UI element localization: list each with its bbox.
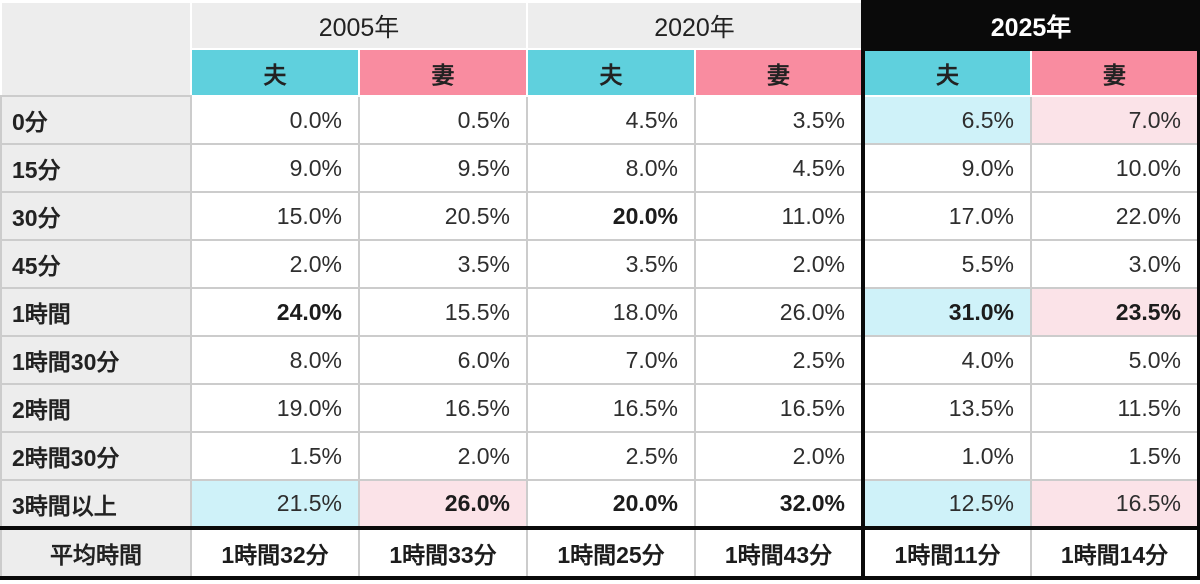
value-cell: 9.0% bbox=[861, 143, 1032, 193]
wife-header: 妻 bbox=[1030, 48, 1200, 97]
table-row: 30分 15.0% 20.5% 20.0% 11.0% 17.0% 22.0% bbox=[0, 191, 1200, 241]
average-cell: 1時間43分 bbox=[694, 526, 864, 580]
value-cell: 22.0% bbox=[1030, 191, 1200, 241]
value-cell: 3.5% bbox=[694, 95, 864, 145]
value-cell: 2.5% bbox=[526, 431, 696, 481]
value-cell: 2.0% bbox=[694, 431, 864, 481]
value-cell: 24.0% bbox=[190, 287, 360, 337]
value-cell: 16.5% bbox=[526, 383, 696, 433]
average-cell: 1時間14分 bbox=[1030, 526, 1200, 580]
husband-header: 夫 bbox=[526, 48, 696, 97]
value-cell: 3.5% bbox=[526, 239, 696, 289]
value-cell: 13.5% bbox=[861, 383, 1032, 433]
husband-header: 夫 bbox=[190, 48, 360, 97]
row-label: 1時間 bbox=[0, 287, 192, 337]
value-cell: 8.0% bbox=[526, 143, 696, 193]
average-cell: 1時間25分 bbox=[526, 526, 696, 580]
husband-header: 夫 bbox=[861, 48, 1032, 97]
table-row: 45分 2.0% 3.5% 3.5% 2.0% 5.5% 3.0% bbox=[0, 239, 1200, 289]
row-label: 3時間以上 bbox=[0, 479, 192, 529]
row-label: 15分 bbox=[0, 143, 192, 193]
value-cell: 19.0% bbox=[190, 383, 360, 433]
value-cell: 4.0% bbox=[861, 335, 1032, 385]
row-label: 2時間 bbox=[0, 383, 192, 433]
value-cell: 11.5% bbox=[1030, 383, 1200, 433]
value-cell: 0.0% bbox=[190, 95, 360, 145]
value-cell: 16.5% bbox=[694, 383, 864, 433]
value-cell: 3.0% bbox=[1030, 239, 1200, 289]
wife-header: 妻 bbox=[358, 48, 528, 97]
table-row: 2時間30分 1.5% 2.0% 2.5% 2.0% 1.0% 1.5% bbox=[0, 431, 1200, 481]
value-cell: 7.0% bbox=[526, 335, 696, 385]
spouse-header-row: 夫妻夫妻夫妻 bbox=[1, 48, 1200, 97]
value-cell: 17.0% bbox=[861, 191, 1032, 241]
row-label: 30分 bbox=[0, 191, 192, 241]
row-label: 45分 bbox=[0, 239, 192, 289]
value-cell: 5.0% bbox=[1030, 335, 1200, 385]
table-row: 3時間以上 21.5% 26.0% 20.0% 32.0% 12.5% 16.5% bbox=[0, 479, 1200, 529]
year-header-2020: 2020年 bbox=[526, 1, 864, 50]
corner-cell bbox=[0, 1, 192, 97]
year-header-row: 2005年 2020年 2025年 bbox=[0, 0, 1200, 97]
row-label: 0分 bbox=[0, 95, 192, 145]
value-cell: 20.5% bbox=[358, 191, 528, 241]
table-row: 2時間 19.0% 16.5% 16.5% 16.5% 13.5% 11.5% bbox=[0, 383, 1200, 433]
footer-row: 平均時間 1時間32分 1時間33分 1時間25分 1時間43分 1時間11分 1時間14… bbox=[0, 526, 1200, 580]
value-cell: 3.5% bbox=[358, 239, 528, 289]
value-cell: 1.5% bbox=[1030, 431, 1200, 481]
average-cell: 1時間32分 bbox=[190, 526, 360, 580]
row-label: 2時間30分 bbox=[0, 431, 192, 481]
value-cell: 20.0% bbox=[526, 191, 696, 241]
footer-label: 平均時間 bbox=[0, 526, 192, 580]
value-cell: 11.0% bbox=[694, 191, 864, 241]
value-cell: 6.0% bbox=[358, 335, 528, 385]
average-cell: 1時間11分 bbox=[861, 526, 1032, 580]
table-row: 1時間 24.0% 15.5% 18.0% 26.0% 31.0% 23.5% bbox=[0, 287, 1200, 337]
table-row: 0分 0.0% 0.5% 4.5% 3.5% 6.5% 7.0% bbox=[0, 95, 1200, 145]
table-body: 0分 0.0% 0.5% 4.5% 3.5% 6.5% 7.0% 15分 9.0% 9.5% 8.0… bbox=[0, 95, 1200, 529]
value-cell: 4.5% bbox=[526, 95, 696, 145]
value-cell: 26.0% bbox=[694, 287, 864, 337]
value-cell: 1.0% bbox=[861, 431, 1032, 481]
value-cell: 26.0% bbox=[358, 479, 528, 529]
value-cell: 23.5% bbox=[1030, 287, 1200, 337]
value-cell: 9.0% bbox=[190, 143, 360, 193]
table-row: 1時間30分 8.0% 6.0% 7.0% 2.5% 4.0% 5.0% bbox=[0, 335, 1200, 385]
average-cell: 1時間33分 bbox=[358, 526, 528, 580]
value-cell: 32.0% bbox=[694, 479, 864, 529]
year-header-2025: 2025年 bbox=[861, 0, 1200, 51]
year-header-2005: 2005年 bbox=[190, 1, 528, 50]
value-cell: 15.5% bbox=[358, 287, 528, 337]
value-cell: 20.0% bbox=[526, 479, 696, 529]
value-cell: 2.0% bbox=[358, 431, 528, 481]
value-cell: 1.5% bbox=[190, 431, 360, 481]
value-cell: 0.5% bbox=[358, 95, 528, 145]
value-cell: 18.0% bbox=[526, 287, 696, 337]
value-cell: 15.0% bbox=[190, 191, 360, 241]
value-cell: 12.5% bbox=[861, 479, 1032, 529]
value-cell: 5.5% bbox=[861, 239, 1032, 289]
value-cell: 21.5% bbox=[190, 479, 360, 529]
value-cell: 16.5% bbox=[358, 383, 528, 433]
value-cell: 2.0% bbox=[190, 239, 360, 289]
value-cell: 6.5% bbox=[861, 95, 1032, 145]
value-cell: 31.0% bbox=[861, 287, 1032, 337]
value-cell: 9.5% bbox=[358, 143, 528, 193]
wife-header: 妻 bbox=[694, 48, 864, 97]
row-label: 1時間30分 bbox=[0, 335, 192, 385]
table-row: 15分 9.0% 9.5% 8.0% 4.5% 9.0% 10.0% bbox=[0, 143, 1200, 193]
value-cell: 4.5% bbox=[694, 143, 864, 193]
value-cell: 10.0% bbox=[1030, 143, 1200, 193]
value-cell: 7.0% bbox=[1030, 95, 1200, 145]
value-cell: 8.0% bbox=[190, 335, 360, 385]
value-cell: 2.5% bbox=[694, 335, 864, 385]
value-cell: 16.5% bbox=[1030, 479, 1200, 529]
value-cell: 2.0% bbox=[694, 239, 864, 289]
